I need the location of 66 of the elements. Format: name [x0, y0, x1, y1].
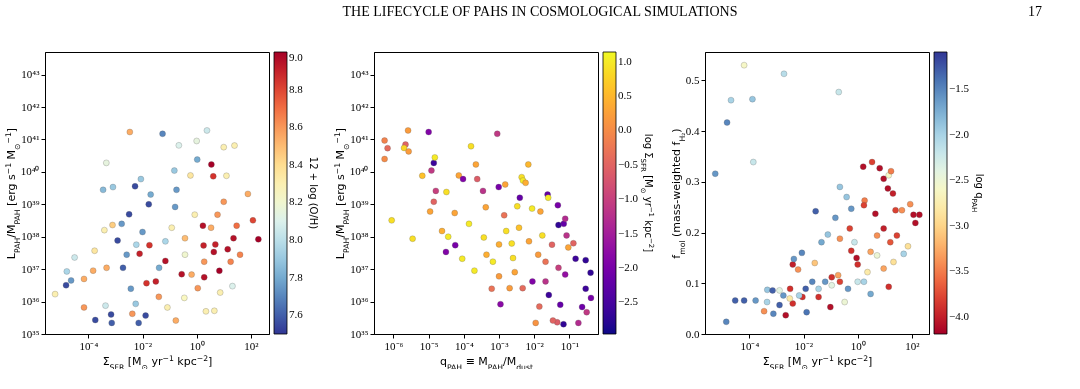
color-bar-label: 0.0	[618, 123, 633, 136]
y-tick-label: 10³⁵	[21, 327, 40, 340]
color-bar-label: −1.5	[949, 82, 970, 95]
x-tick-label: 10⁻⁵	[419, 339, 439, 352]
text: THE LIFECYCLE OF PAHS IN COSMOLOGICAL SIMULATIONS	[342, 4, 738, 20]
y-tick-label: 10⁴¹	[350, 132, 369, 145]
x-tick-label: 10⁰	[189, 339, 205, 352]
color-bar-label: −0.5	[618, 157, 639, 170]
y-tick-label: 10³⁶	[350, 295, 369, 308]
color-bar-label: 1.0	[618, 54, 633, 67]
y-tick-label: 10³⁶	[21, 295, 40, 308]
x-tick-label: 10⁻³	[490, 339, 510, 352]
y-tick-label: 10³⁸	[21, 230, 40, 243]
y-tick-label: 10⁴⁰	[349, 165, 369, 178]
color-bar-label: −1.5	[618, 226, 639, 239]
color-bar-label: 8.6	[289, 120, 304, 133]
color-bar-label: 8.2	[289, 195, 303, 208]
text: Σ$_{SFR}$ [M$_{⊙}$ yr$^{−1}$ kpc$^{−2}$]	[102, 353, 213, 371]
y-tick-label: 10³⁷	[21, 262, 40, 275]
x-tick-label: 10⁻⁴	[454, 339, 474, 352]
color-bar-label: −2.5	[618, 295, 639, 308]
color-bar-label: 8.4	[289, 157, 304, 170]
y-tick-label: 10⁴³	[350, 68, 370, 81]
y-tick-label: 10³⁷	[350, 262, 369, 275]
x-tick-label: 10⁻²	[794, 339, 814, 352]
y-tick-label: 10⁴¹	[21, 132, 40, 145]
y-tick-label: 0.4	[685, 124, 700, 137]
y-tick-label: 0.1	[685, 276, 700, 289]
color-bar-label: 8.8	[289, 82, 304, 95]
color-bar-title: 12 + log (O/H)	[308, 156, 319, 230]
y-tick-label: 10⁴³	[21, 68, 41, 81]
color-bar-label: −3.0	[949, 218, 970, 231]
color-bar-label: 0.5	[618, 89, 633, 102]
y-tick-label: 10³⁵	[350, 327, 369, 340]
color-bar-label: −2.5	[949, 173, 970, 186]
x-tick-label: 10⁰	[850, 339, 866, 352]
x-tick-label: 10⁻⁴	[740, 339, 760, 352]
y-tick-label: 0.0	[685, 327, 700, 340]
color-bar-label: 7.6	[289, 308, 304, 321]
y-tick-label: 10³⁹	[21, 197, 40, 210]
x-tick-label: 10⁻⁶	[384, 339, 404, 352]
x-tick-label: 10⁻²	[525, 339, 545, 352]
text: 17	[1028, 4, 1042, 20]
y-tick-label: 10⁴²	[350, 100, 370, 113]
color-bar-label: −1.0	[618, 192, 639, 205]
y-tick-label: 10⁴²	[21, 100, 41, 113]
color-bar-label: −2.0	[618, 260, 639, 273]
x-tick-label: 10²	[244, 339, 260, 352]
y-tick-label: 10³⁸	[350, 230, 369, 243]
color-bar-label: −3.5	[949, 264, 970, 277]
y-tick-label: 0.5	[685, 73, 700, 86]
text: Σ$_{SFR}$ [M$_{⊙}$ yr$^{−1}$ kpc$^{−2}$]	[762, 353, 873, 371]
color-bar-label: 8.0	[289, 233, 304, 245]
x-tick-label: 10²	[905, 339, 921, 352]
color-bar-label: 9.0	[289, 51, 304, 63]
x-tick-label: 10⁻⁴	[79, 339, 99, 352]
x-tick-label: 10⁻¹	[560, 339, 580, 352]
x-tick-label: 10⁻²	[133, 339, 153, 352]
y-tick-label: 0.3	[685, 175, 700, 188]
color-bar-label: −4.0	[949, 309, 970, 322]
y-tick-label: 10³⁹	[350, 197, 369, 210]
color-bar-label: −2.0	[949, 127, 970, 140]
y-tick-label: 10⁴⁰	[20, 165, 40, 178]
x-axis-title: q$_{PAH}$ ≡ M$_{PAH}$/M$_{dust}$	[439, 354, 534, 371]
y-tick-label: 0.2	[685, 226, 700, 239]
color-bar-label: 7.8	[289, 270, 304, 283]
